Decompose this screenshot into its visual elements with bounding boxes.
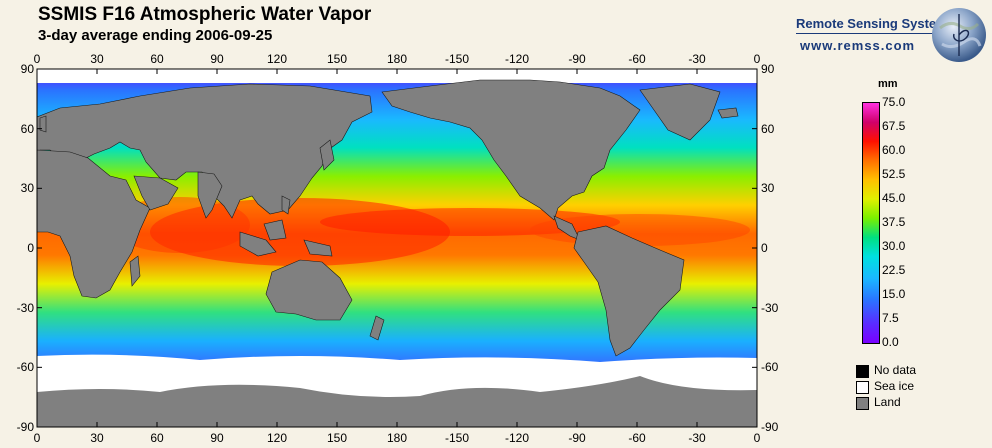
lon-label-top: 180: [386, 52, 408, 66]
colorbar: [862, 102, 880, 344]
legend-no-data-label: No data: [874, 363, 917, 377]
colorbar-tick-label: 60.0: [882, 143, 906, 157]
lat-label-right: 30: [761, 181, 775, 196]
legend-land-label: Land: [874, 395, 901, 409]
lat-label-left: -30: [16, 300, 34, 315]
lat-label-right: -90: [761, 420, 779, 434]
colorbar-tick-label: 75.0: [882, 95, 906, 109]
lon-label-bottom: -90: [568, 431, 586, 445]
land-iceland: [717, 107, 739, 119]
land-new-zealand: [369, 315, 385, 341]
lat-label-left: 60: [20, 121, 34, 136]
colorbar-tick-label: 52.5: [882, 167, 906, 181]
land-japan: [319, 139, 335, 171]
lat-label-left: 0: [27, 241, 34, 255]
land-uk: [39, 115, 47, 133]
colorbar-tick-label: 22.5: [882, 263, 906, 277]
lon-label-top: 90: [210, 52, 224, 66]
lon-label-bottom: 180: [386, 431, 408, 445]
brand-divider: [796, 33, 946, 34]
lon-label-bottom: 30: [90, 431, 104, 445]
lon-label-bottom: 120: [266, 431, 288, 445]
colorbar-tick-label: 7.5: [882, 311, 899, 325]
globe-logo-icon: [932, 8, 986, 62]
land-philippines: [281, 195, 291, 215]
lon-label-top: -120: [504, 52, 530, 66]
brand-url[interactable]: www.remss.com: [800, 38, 916, 53]
land-central-america: [553, 215, 581, 241]
lon-label-bottom: 0: [33, 431, 41, 445]
lat-label-left: -90: [16, 420, 34, 434]
lat-label-left: 90: [20, 62, 34, 76]
colorbar-tick-label: 37.5: [882, 215, 906, 229]
lat-label-right: 90: [761, 62, 775, 76]
colorbar-tick-label: 45.0: [882, 191, 906, 205]
sea-ice-swatch: [856, 381, 869, 394]
lon-label-bottom: -150: [444, 431, 470, 445]
colorbar-tick-label: 15.0: [882, 287, 906, 301]
land-india: [197, 171, 223, 219]
lon-label-bottom: -60: [628, 431, 646, 445]
lon-label-bottom: 0: [753, 431, 761, 445]
lon-label-bottom: -30: [688, 431, 706, 445]
colorbar-tick-label: 30.0: [882, 239, 906, 253]
lon-label-top: -60: [628, 52, 646, 66]
land-borneo: [263, 219, 287, 241]
land-africa: [37, 149, 151, 299]
lon-label-bottom: 60: [150, 431, 164, 445]
lon-label-bottom: 150: [326, 431, 348, 445]
no-data-swatch: [856, 365, 869, 378]
map-title: SSMIS F16 Atmospheric Water Vapor: [38, 4, 372, 25]
land-north-america: [381, 79, 641, 221]
colorbar-tick-label: 0.0: [882, 335, 899, 349]
colorbar-unit: mm: [878, 78, 898, 90]
legend-sea-ice-label: Sea ice: [874, 379, 915, 393]
land-new-guinea: [303, 239, 333, 257]
land-swatch: [856, 397, 869, 410]
tick-marks: [36, 68, 758, 428]
lon-label-bottom: 90: [210, 431, 224, 445]
land-antarctica: [37, 376, 757, 427]
colorbar-tick-label: 67.5: [882, 119, 906, 133]
lon-label-top: 30: [90, 52, 104, 66]
land-arabia: [133, 175, 179, 211]
itcz-band: [320, 208, 620, 236]
lon-label-top: 120: [266, 52, 288, 66]
lon-label-top: -150: [444, 52, 470, 66]
lon-label-top: 0: [753, 52, 761, 66]
lat-label-left: 30: [20, 181, 34, 196]
brand-name: Remote Sensing Systems: [796, 16, 955, 31]
land-greenland: [639, 83, 721, 141]
lat-label-left: -60: [16, 360, 34, 375]
land-south-america: [573, 225, 685, 357]
land-indonesia: [239, 231, 277, 257]
lon-label-top: -30: [688, 52, 706, 66]
lat-label-right: -60: [761, 360, 779, 375]
lon-label-bottom: -120: [504, 431, 530, 445]
lat-label-right: 0: [761, 241, 768, 255]
lat-label-right: 60: [761, 121, 775, 136]
lon-label-top: 60: [150, 52, 164, 66]
lon-label-top: 0: [33, 52, 41, 66]
lon-label-top: -90: [568, 52, 586, 66]
lon-label-top: 150: [326, 52, 348, 66]
land-madagascar: [129, 255, 141, 287]
map-subtitle: 3-day average ending 2006-09-25: [38, 27, 273, 44]
lat-label-right: -30: [761, 300, 779, 315]
land-eurasia: [37, 83, 373, 219]
land-australia: [265, 259, 353, 321]
